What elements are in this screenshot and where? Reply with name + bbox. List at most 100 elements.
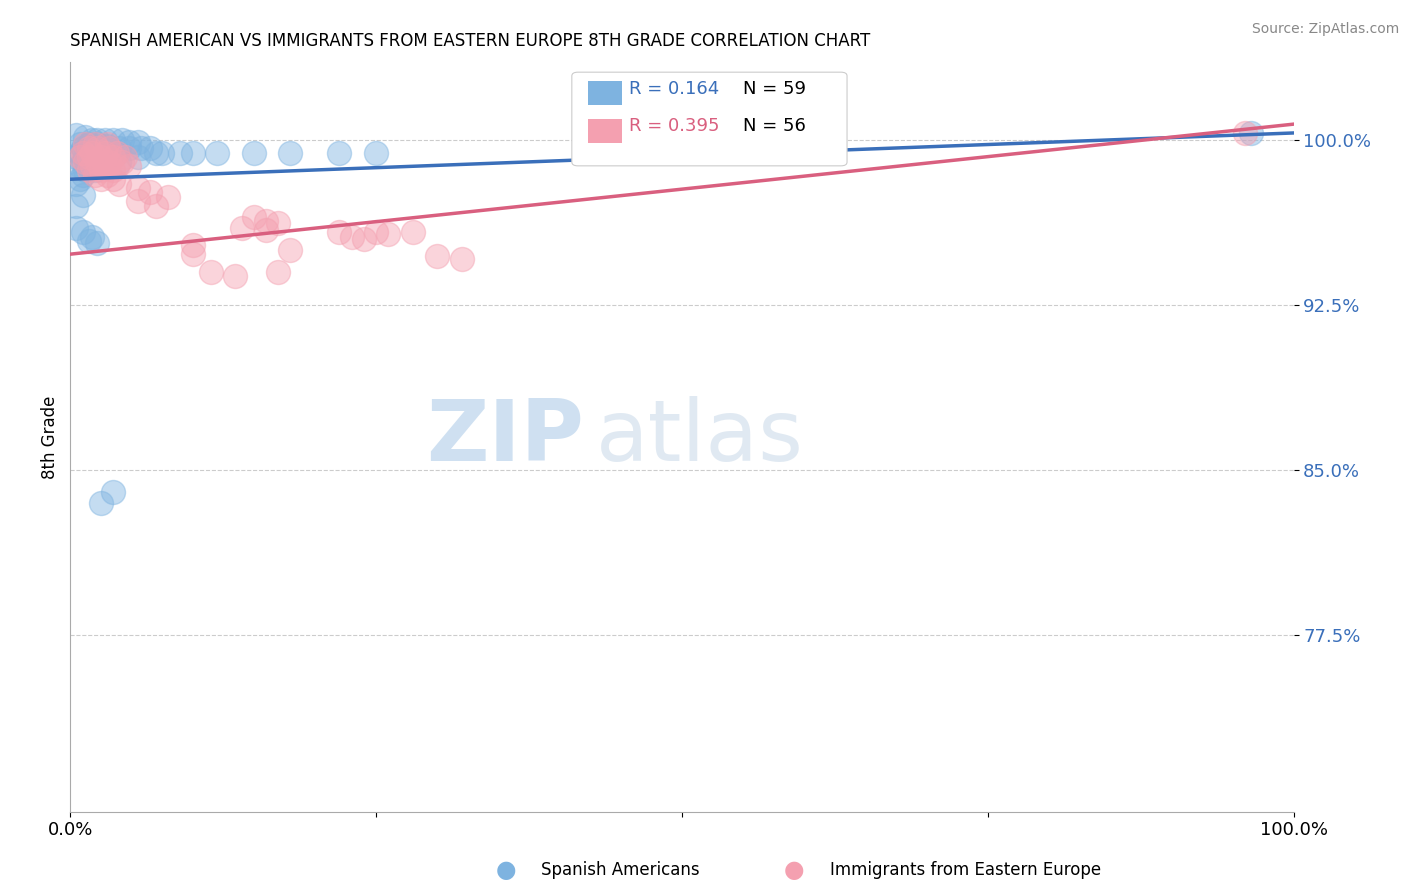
Point [77, 136, 100, 151]
FancyBboxPatch shape [588, 81, 621, 105]
Point [86, 236, 108, 251]
Point [267, 265, 290, 279]
Point [328, 145, 350, 160]
Point [108, 154, 131, 169]
Point [65, 199, 87, 213]
Point [181, 238, 204, 252]
Point [77, 159, 100, 173]
Point [72, 187, 94, 202]
Point [353, 232, 375, 246]
Point [111, 132, 134, 146]
Point [101, 150, 124, 164]
Point [402, 225, 425, 239]
FancyBboxPatch shape [588, 119, 621, 143]
Point [127, 181, 149, 195]
Point [98, 154, 121, 169]
Point [450, 252, 472, 266]
Point [101, 172, 124, 186]
Text: R = 0.395: R = 0.395 [630, 117, 720, 135]
Point [69, 136, 91, 151]
FancyBboxPatch shape [572, 72, 846, 166]
Point [77, 234, 100, 248]
Point [267, 216, 290, 230]
Y-axis label: 8th Grade: 8th Grade [41, 395, 59, 479]
Point [86, 132, 108, 146]
Point [127, 150, 149, 164]
Point [224, 269, 246, 284]
Point [243, 210, 266, 224]
Point [181, 247, 204, 261]
Point [157, 190, 180, 204]
Point [118, 135, 141, 149]
Point [77, 141, 100, 155]
Point [86, 154, 108, 169]
Point [101, 132, 124, 146]
Point [114, 150, 136, 164]
Text: Immigrants from Eastern Europe: Immigrants from Eastern Europe [830, 861, 1101, 879]
Point [77, 145, 100, 160]
Point [377, 227, 399, 242]
Text: R = 0.164: R = 0.164 [630, 79, 720, 97]
Point [98, 141, 121, 155]
Point [90, 496, 112, 510]
Point [200, 265, 222, 279]
Point [93, 154, 115, 169]
Point [72, 225, 94, 239]
Point [96, 136, 118, 151]
Text: atlas: atlas [596, 395, 804, 479]
Point [86, 145, 108, 160]
Point [83, 168, 105, 182]
Point [93, 159, 115, 173]
Point [254, 223, 277, 237]
Point [73, 154, 96, 169]
Point [118, 159, 141, 173]
Text: ZIP: ZIP [426, 395, 583, 479]
Text: SPANISH AMERICAN VS IMMIGRANTS FROM EASTERN EUROPE 8TH GRADE CORRELATION CHART: SPANISH AMERICAN VS IMMIGRANTS FROM EAST… [70, 32, 870, 50]
Point [243, 145, 266, 160]
Point [73, 136, 96, 151]
Point [72, 154, 94, 169]
Point [127, 135, 149, 149]
Point [118, 141, 141, 155]
Point [98, 141, 121, 155]
Point [90, 150, 112, 164]
Point [280, 145, 302, 160]
Point [73, 163, 96, 178]
Point [86, 136, 108, 151]
Point [1233, 126, 1256, 140]
Point [83, 150, 105, 164]
Point [108, 177, 131, 191]
Point [90, 141, 112, 155]
Point [77, 163, 100, 178]
Text: ●: ● [496, 858, 516, 881]
Point [108, 141, 131, 155]
Point [231, 220, 253, 235]
Point [77, 150, 100, 164]
Point [65, 128, 87, 143]
Point [101, 485, 124, 500]
Point [83, 136, 105, 151]
Point [105, 159, 128, 173]
Point [82, 132, 104, 146]
Point [69, 159, 91, 173]
Point [96, 154, 118, 169]
Point [169, 145, 191, 160]
Point [145, 199, 167, 213]
Point [72, 145, 94, 160]
Point [105, 145, 128, 160]
Point [82, 141, 104, 155]
Point [72, 168, 94, 182]
Point [93, 145, 115, 160]
Text: N = 56: N = 56 [744, 117, 806, 135]
Point [366, 225, 388, 239]
Text: N = 59: N = 59 [744, 79, 806, 97]
Point [366, 145, 388, 160]
Point [139, 186, 162, 200]
Point [111, 154, 134, 169]
Text: Source: ZipAtlas.com: Source: ZipAtlas.com [1251, 22, 1399, 37]
Point [127, 194, 149, 209]
Point [69, 172, 91, 186]
Point [82, 154, 104, 169]
Point [93, 132, 115, 146]
Point [73, 150, 96, 164]
